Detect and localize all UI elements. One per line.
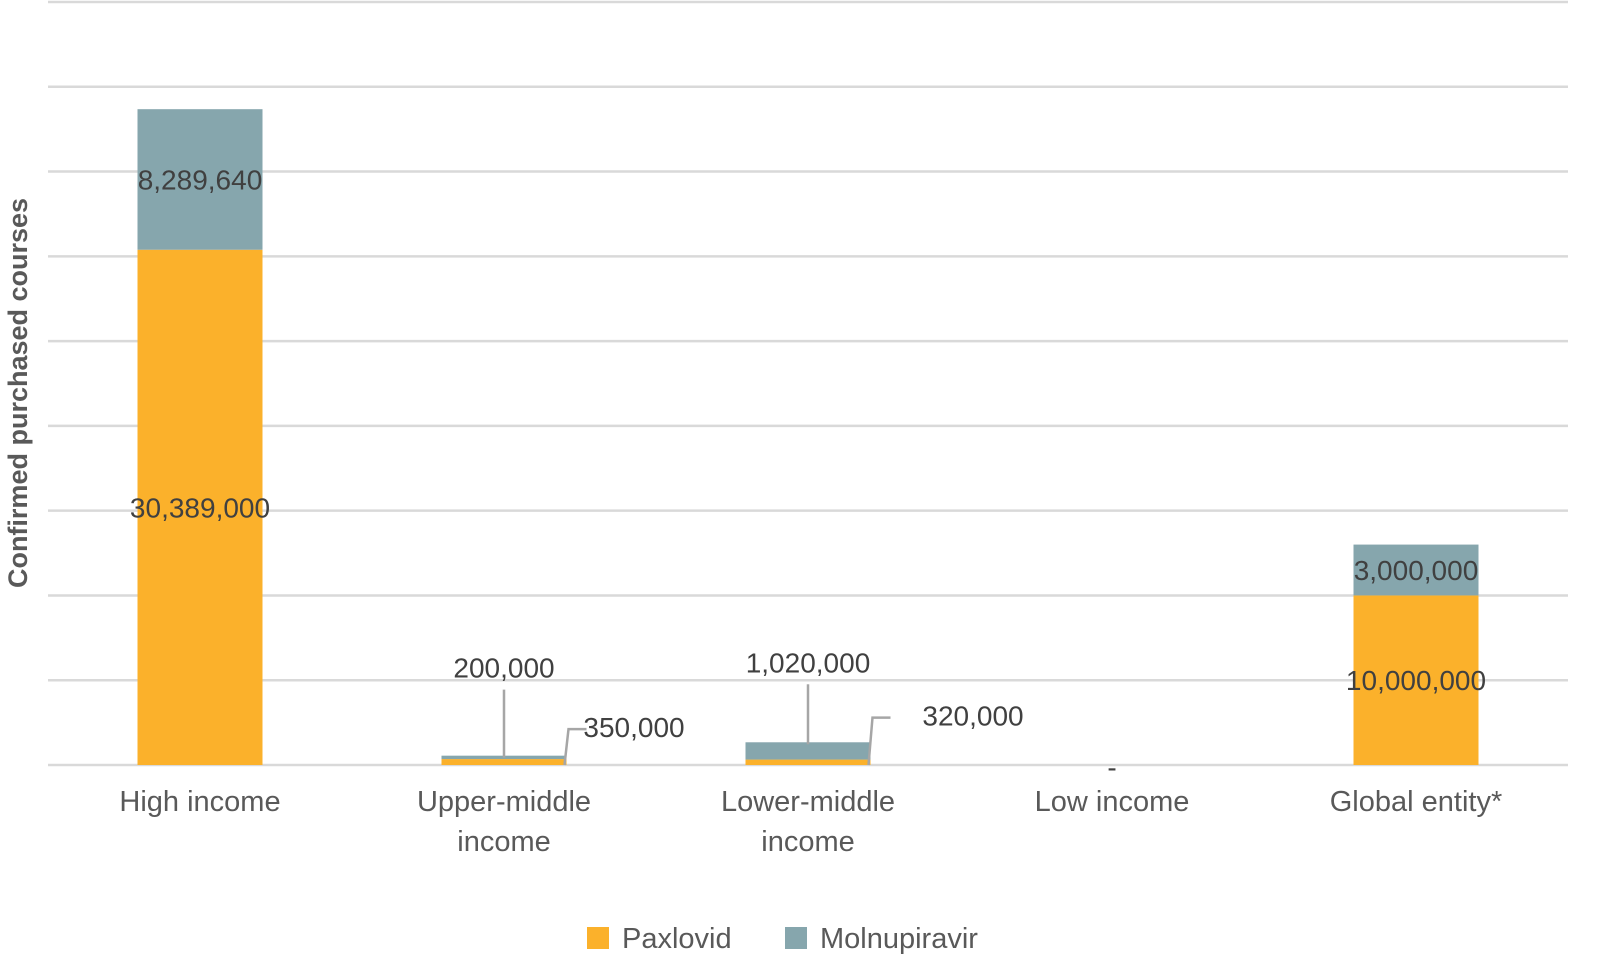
bar-molnupiravir-2 <box>745 742 871 760</box>
category-label-0: High income <box>119 786 280 818</box>
bar-paxlovid-1 <box>441 759 567 765</box>
legend-label-molnupiravir: Molnupiravir <box>820 923 978 955</box>
data-label-molnupiravir-2: 1,020,000 <box>746 647 871 678</box>
data-labels: 30,389,000 8,289,640 350,000 200,000 320,000… <box>130 164 1486 783</box>
bar-paxlovid-4 <box>1353 595 1479 765</box>
legend-label-paxlovid: Paxlovid <box>622 923 732 955</box>
data-label-paxlovid-1: 350,000 <box>583 712 684 743</box>
data-label-paxlovid-3: - <box>1107 752 1116 783</box>
legend-swatch-molnupiravir <box>785 927 807 949</box>
category-label-1: Upper-middle income <box>417 786 591 858</box>
category-axis-labels: High income Upper-middle income Lower-middl… <box>119 786 1502 858</box>
legend-swatch-paxlovid <box>587 927 609 949</box>
data-label-molnupiravir-1: 200,000 <box>453 653 554 684</box>
data-label-molnupiravir-0: 8,289,640 <box>138 164 263 195</box>
data-label-paxlovid-2: 320,000 <box>922 701 1023 732</box>
bar-molnupiravir-4 <box>1353 544 1479 596</box>
data-label-paxlovid-4: 10,000,000 <box>1346 665 1486 696</box>
bars <box>137 109 1479 766</box>
category-label-2: Lower-middle income <box>721 786 895 858</box>
bar-molnupiravir-0 <box>137 109 263 250</box>
leader-line <box>867 716 891 766</box>
leader-lines <box>502 684 891 766</box>
category-label-3: Low income <box>1035 786 1190 818</box>
data-label-molnupiravir-4: 3,000,000 <box>1354 555 1479 586</box>
bar-paxlovid-2 <box>745 759 871 765</box>
y-axis-label: Confirmed purchased courses <box>3 198 33 588</box>
category-label-4: Global entity* <box>1330 786 1503 818</box>
leader-line <box>563 727 587 766</box>
bar-paxlovid-0 <box>137 249 263 766</box>
gridlines <box>48 0 1568 767</box>
legend: Paxlovid Molnupiravir <box>587 923 978 955</box>
data-label-paxlovid-0: 30,389,000 <box>130 492 270 523</box>
